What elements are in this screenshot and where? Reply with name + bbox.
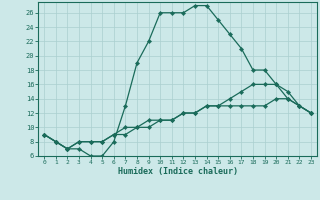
X-axis label: Humidex (Indice chaleur): Humidex (Indice chaleur) (118, 167, 238, 176)
